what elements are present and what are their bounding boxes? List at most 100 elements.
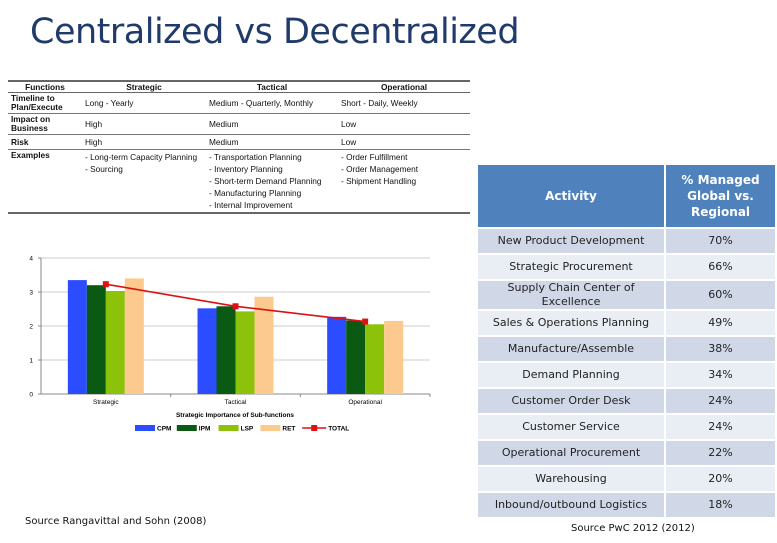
x-tick-label: Strategic [93, 399, 119, 406]
legend-label: TOTAL [328, 426, 349, 433]
bar-ret [384, 320, 404, 394]
y-tick-label: 0 [29, 392, 33, 399]
activity-cell: Supply Chain Center of Excellence [478, 281, 666, 309]
activity-cell: Warehousing [478, 467, 666, 491]
legend-label: LSP [241, 426, 254, 433]
table-cell: Medium - Quarterly, Monthly [206, 92, 338, 114]
activity-cell: New Product Development [478, 229, 666, 253]
bar-ipm [346, 320, 366, 394]
legend-label: RET [282, 426, 295, 433]
percent-cell: 22% [666, 441, 775, 465]
slide-title: Centralized vs Decentralized [30, 12, 520, 52]
table-row: Customer Service 24% [478, 415, 775, 439]
point-total [362, 318, 369, 325]
legend-swatch [176, 425, 197, 431]
activity-cell: Customer Service [478, 415, 666, 439]
activity-cell: Inbound/outbound Logistics [478, 493, 666, 517]
bar-ret [124, 278, 144, 394]
y-tick-label: 1 [29, 358, 33, 365]
activity-cell: Operational Procurement [478, 441, 666, 465]
y-tick-label: 4 [29, 256, 33, 263]
legend-swatch [218, 425, 239, 431]
activity-cell: Demand Planning [478, 363, 666, 387]
functions-table: Functions Strategic Tactical Operational… [8, 80, 470, 214]
table-row: Operational Procurement 22% [478, 441, 775, 465]
table-cell: High [82, 134, 206, 150]
bar-cpm [197, 308, 217, 394]
bar-ipm [216, 306, 236, 394]
table-cell: Short - Daily, Weekly [338, 92, 470, 114]
y-tick-label: 3 [29, 290, 33, 297]
activity-cell: Customer Order Desk [478, 389, 666, 413]
percent-cell: 24% [666, 389, 775, 413]
x-tick-label: Operational [348, 399, 382, 406]
row-label: Impact on Business [8, 113, 82, 135]
percent-cell: 34% [666, 363, 775, 387]
bar-ret [254, 296, 274, 394]
table-cell: High [82, 113, 206, 135]
percent-cell: 60% [666, 281, 775, 309]
table-row: Risk High Medium Low [8, 134, 470, 150]
table-row: Strategic Procurement 66% [478, 255, 775, 279]
percent-cell: 18% [666, 493, 775, 517]
table-cell: Long - Yearly [82, 92, 206, 114]
column-header: Functions [8, 80, 82, 93]
activity-cell: Strategic Procurement [478, 255, 666, 279]
table-row: Examples - Long-term Capacity Planning -… [8, 149, 470, 214]
legend-marker [311, 425, 318, 431]
table-row: Demand Planning 34% [478, 363, 775, 387]
source-right: Source PwC 2012 (2012) [571, 523, 695, 534]
table-cell: Low [338, 134, 470, 150]
activity-table: Activity % Managed Global vs. Regional N… [478, 163, 775, 519]
percent-cell: 66% [666, 255, 775, 279]
table-cell: - Transportation Planning - Inventory Pl… [206, 149, 338, 214]
table-cell: Medium [206, 113, 338, 135]
table-row: Inbound/outbound Logistics 18% [478, 493, 775, 517]
table-cell: - Order Fulfillment - Order Management -… [338, 149, 470, 214]
column-header: Operational [338, 80, 470, 93]
table-cell: - Long-term Capacity Planning - Sourcing [82, 149, 206, 214]
bar-ipm [86, 285, 106, 394]
bar-lsp [365, 324, 385, 394]
table-row: Impact on Business High Medium Low [8, 113, 470, 135]
table-row: Warehousing 20% [478, 467, 775, 491]
percent-cell: 38% [666, 337, 775, 361]
table-row: New Product Development 70% [478, 229, 775, 253]
activity-cell: Manufacture/Assemble [478, 337, 666, 361]
table-cell: Low [338, 113, 470, 135]
column-header: Strategic [82, 80, 206, 93]
bar-cpm [67, 280, 87, 394]
bar-cpm [327, 316, 347, 394]
table-row: Supply Chain Center of Excellence 60% [478, 281, 775, 309]
source-left: Source Rangavittal and Sohn (2008) [25, 516, 207, 527]
bar-chart: 0 1 2 3 4 Strategic Tactical Operational Strat… [29, 256, 431, 433]
bar-lsp [235, 311, 255, 394]
row-label: Examples [8, 149, 82, 214]
legend-swatch [135, 425, 155, 431]
table-row: Timeline to Plan/Execute Long - Yearly M… [8, 92, 470, 114]
percent-cell: 20% [666, 467, 775, 491]
row-label: Risk [8, 134, 82, 150]
y-tick-label: 2 [29, 324, 33, 331]
x-tick-label: Tactical [225, 399, 247, 406]
legend-label: CPM [157, 426, 171, 433]
row-label: Timeline to Plan/Execute [8, 92, 82, 114]
percent-cell: 24% [666, 415, 775, 439]
column-header: Activity [478, 165, 666, 227]
legend-label: IPM [199, 426, 211, 433]
bar-lsp [105, 290, 125, 394]
legend-swatch [260, 425, 281, 431]
point-total [102, 281, 109, 288]
table-cell: Medium [206, 134, 338, 150]
column-header: Tactical [206, 80, 338, 93]
percent-cell: 49% [666, 311, 775, 335]
column-header: % Managed Global vs. Regional [666, 165, 775, 227]
table-row: Customer Order Desk 24% [478, 389, 775, 413]
table-row: Manufacture/Assemble 38% [478, 337, 775, 361]
point-total [232, 303, 239, 310]
table-row: Sales & Operations Planning 49% [478, 311, 775, 335]
x-axis-title: Strategic Importance of Sub-functions [176, 412, 294, 419]
activity-cell: Sales & Operations Planning [478, 311, 666, 335]
percent-cell: 70% [666, 229, 775, 253]
